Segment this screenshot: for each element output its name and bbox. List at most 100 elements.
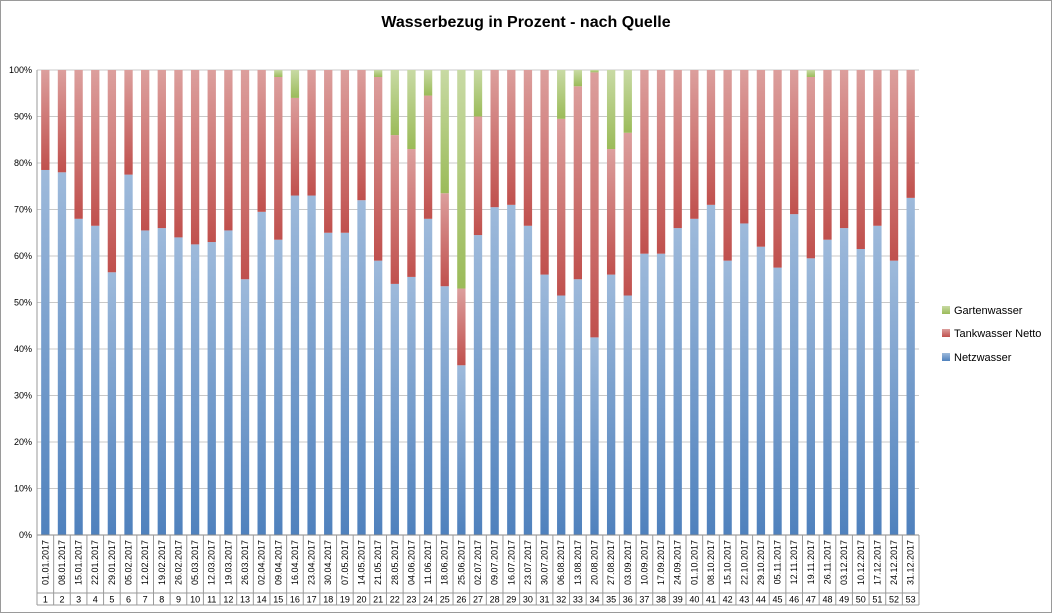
- bar-gartenwasser: [557, 70, 566, 119]
- legend: Gartenwasser Tankwasser Netto Netzwasser: [942, 305, 1041, 364]
- bar-gartenwasser: [590, 70, 599, 73]
- bar-netzwasser: [889, 260, 899, 535]
- legend-swatch: [942, 353, 950, 361]
- bar-netzwasser: [706, 204, 716, 535]
- bar-tankwasser-netto: [307, 70, 316, 196]
- x-week-label: 36: [623, 595, 633, 605]
- bar-gartenwasser: [806, 70, 815, 77]
- x-date-label: 10.09.2017: [639, 540, 649, 585]
- x-week-label: 5: [109, 595, 114, 605]
- x-date-label: 31.12.2017: [906, 540, 916, 585]
- legend-label: Netzwasser: [954, 352, 1012, 364]
- x-date-label: 15.10.2017: [723, 540, 733, 585]
- x-date-label: 05.02.2017: [124, 540, 134, 585]
- bar-gartenwasser: [407, 70, 416, 150]
- x-week-label: 4: [93, 595, 98, 605]
- bar-netzwasser: [157, 228, 166, 535]
- bar-netzwasser: [390, 283, 399, 535]
- bar-netzwasser: [656, 253, 666, 536]
- x-date-label: 07.05.2017: [340, 540, 350, 585]
- x-week-label: 14: [257, 595, 267, 605]
- bar-tankwasser-netto: [540, 70, 549, 275]
- bar-tankwasser-netto: [357, 70, 366, 201]
- x-week-label: 42: [723, 595, 733, 605]
- bar-netzwasser: [207, 242, 216, 536]
- bar-netzwasser: [557, 295, 566, 535]
- x-date-label: 06.08.2017: [556, 540, 566, 585]
- bar-netzwasser: [573, 279, 583, 535]
- bar-tankwasser-netto: [240, 70, 250, 280]
- x-week-label: 39: [673, 595, 683, 605]
- bar-tankwasser-netto: [457, 288, 466, 366]
- x-week-label: 32: [556, 595, 566, 605]
- x-date-label: 01.01.2017: [40, 540, 50, 585]
- x-week-label: 3: [76, 595, 81, 605]
- bar-tankwasser-netto: [257, 70, 266, 212]
- x-date-label: 16.04.2017: [290, 540, 300, 585]
- bar-netzwasser: [124, 174, 133, 535]
- y-tick-label: 100%: [9, 65, 32, 75]
- bar-tankwasser-netto: [274, 76, 283, 240]
- bar-tankwasser-netto: [207, 70, 216, 243]
- y-tick-label: 30%: [14, 391, 32, 401]
- bar-netzwasser: [324, 232, 333, 535]
- bar-netzwasser: [41, 169, 50, 535]
- x-date-label: 11.06.2017: [423, 540, 433, 584]
- x-week-label: 2: [59, 595, 64, 605]
- x-date-label: 13.08.2017: [573, 540, 583, 585]
- x-date-label: 22.01.2017: [90, 540, 100, 585]
- y-tick-label: 20%: [14, 437, 32, 447]
- bar-tankwasser-netto: [606, 149, 616, 275]
- bar-gartenwasser: [423, 70, 433, 96]
- bar-netzwasser: [906, 197, 915, 535]
- x-date-label: 08.01.2017: [57, 540, 67, 585]
- x-week-label: 8: [159, 595, 164, 605]
- x-date-label: 25.06.2017: [456, 540, 466, 585]
- bar-netzwasser: [457, 365, 466, 535]
- bar-tankwasser-netto: [390, 135, 399, 284]
- bar-gartenwasser: [573, 70, 583, 87]
- bar-netzwasser: [507, 204, 516, 535]
- x-date-label: 19.11.2017: [806, 540, 816, 584]
- bar-netzwasser: [756, 246, 766, 535]
- x-date-label: 03.12.2017: [839, 540, 849, 585]
- y-tick-label: 80%: [14, 158, 32, 168]
- bar-netzwasser: [823, 239, 832, 535]
- x-date-label: 29.10.2017: [756, 540, 766, 585]
- y-tick-label: 60%: [14, 251, 32, 261]
- bar-tankwasser-netto: [723, 70, 732, 261]
- bar-tankwasser-netto: [224, 70, 233, 231]
- bar-netzwasser: [790, 214, 799, 535]
- x-week-label: 45: [773, 595, 783, 605]
- bar-tankwasser-netto: [490, 70, 499, 208]
- bar-netzwasser: [373, 260, 383, 535]
- bar-netzwasser: [740, 223, 749, 535]
- bar-tankwasser-netto: [190, 70, 200, 245]
- x-date-label: 22.10.2017: [739, 540, 749, 585]
- y-tick-label: 0%: [19, 530, 32, 540]
- bar-tankwasser-netto: [523, 70, 533, 226]
- chart-title: Wasserbezug in Prozent - nach Quelle: [381, 14, 670, 31]
- x-date-label: 15.01.2017: [74, 540, 84, 585]
- x-week-label: 26: [456, 595, 466, 605]
- bar-netzwasser: [640, 253, 649, 536]
- x-date-label: 21.05.2017: [373, 540, 383, 585]
- bar-netzwasser: [423, 218, 433, 536]
- x-date-label: 12.11.2017: [789, 540, 799, 584]
- x-week-label: 33: [573, 595, 583, 605]
- x-week-label: 15: [273, 595, 283, 605]
- bar-netzwasser: [274, 239, 283, 535]
- x-week-label: 49: [839, 595, 849, 605]
- x-date-label: 09.07.2017: [490, 540, 500, 585]
- x-date-label: 30.07.2017: [540, 540, 550, 585]
- x-date-label: 04.06.2017: [406, 540, 416, 585]
- bar-gartenwasser: [373, 70, 383, 77]
- bar-gartenwasser: [623, 70, 632, 133]
- bar-netzwasser: [257, 211, 266, 535]
- legend-swatch: [942, 329, 950, 337]
- bar-tankwasser-netto: [290, 97, 300, 196]
- bar-tankwasser-netto: [507, 70, 516, 205]
- bar-tankwasser-netto: [473, 116, 483, 236]
